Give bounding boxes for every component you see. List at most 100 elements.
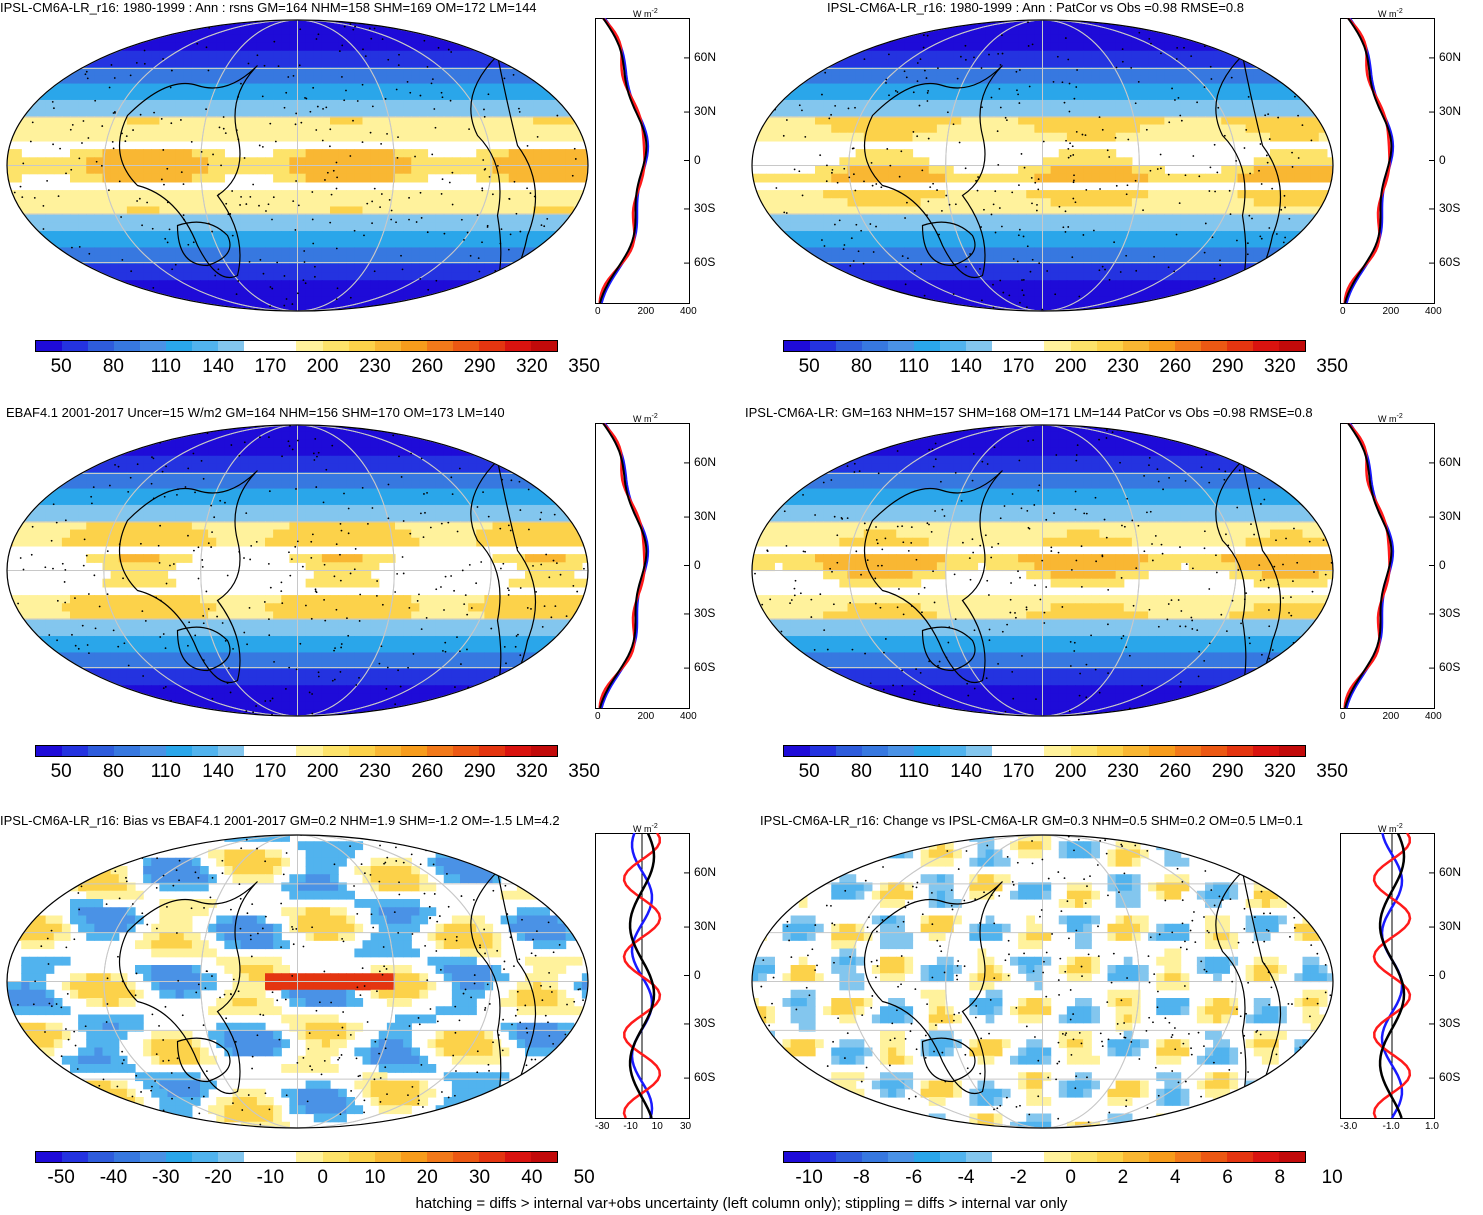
colorbar-swatch bbox=[1044, 746, 1071, 756]
colorbar-label: -6 bbox=[905, 1167, 923, 1188]
panel-title: EBAF4.1 2001-2017 Uncer=15 W/m2 GM=164 N… bbox=[6, 405, 505, 420]
colorbar-label: 230 bbox=[359, 761, 391, 782]
profile-units: W m-2 bbox=[633, 823, 658, 834]
colorbar-swatch bbox=[1018, 341, 1045, 351]
colorbar-label: -4 bbox=[957, 1167, 975, 1188]
colorbar-label: 50 bbox=[573, 1167, 595, 1188]
colorbar-swatch bbox=[966, 746, 993, 756]
colorbar-swatch bbox=[426, 746, 453, 756]
colorbar-swatch bbox=[114, 341, 141, 351]
profile-x-tick: -10 bbox=[623, 1121, 638, 1132]
colorbar-swatch bbox=[940, 341, 967, 351]
profile-x-tick: 1.0 bbox=[1425, 1121, 1439, 1132]
profile-lat-label: 60S bbox=[1439, 660, 1461, 675]
colorbar-swatch bbox=[1200, 341, 1227, 351]
colorbar-label: 230 bbox=[1107, 761, 1139, 782]
profile-units: W m-2 bbox=[1378, 413, 1403, 424]
colorbar-swatch bbox=[270, 341, 297, 351]
profile-units: W m-2 bbox=[633, 8, 658, 19]
colorbar-swatch bbox=[784, 746, 811, 756]
colorbar-swatch bbox=[1044, 1152, 1071, 1162]
colorbar-swatch bbox=[452, 746, 479, 756]
profile-units-base: W m bbox=[633, 824, 652, 834]
colorbar-swatch bbox=[322, 341, 349, 351]
colorbar-label: 20 bbox=[416, 1167, 438, 1188]
colorbar-label: 350 bbox=[1316, 761, 1348, 782]
profile-lat-label: 0 bbox=[1439, 557, 1446, 572]
panel-bias-vs-ebaf: IPSL-CM6A-LR_r16: Bias vs EBAF4.1 2001-2… bbox=[0, 813, 716, 1193]
colorbar-swatch bbox=[1096, 746, 1123, 756]
colorbar-label: 110 bbox=[150, 761, 181, 782]
colorbar-swatch bbox=[810, 341, 837, 351]
profile-x-tick: 30 bbox=[680, 1121, 692, 1132]
colorbar-label: 350 bbox=[568, 761, 600, 782]
profile-lat-label: 30N bbox=[1439, 509, 1462, 524]
profile-x-tick: -3.0 bbox=[1340, 1121, 1358, 1132]
colorbar-swatch bbox=[862, 341, 889, 351]
colorbar-swatch bbox=[88, 1152, 115, 1162]
colorbar-swatch bbox=[218, 341, 245, 351]
colorbar-label: 320 bbox=[515, 761, 548, 782]
colorbar: 50 80 110 140 170 200 230 260 290 320 350 bbox=[783, 745, 1348, 785]
colorbar-swatch bbox=[888, 746, 915, 756]
colorbar: 50 80 110 140 170 200 230 260 290 320 350 bbox=[783, 340, 1348, 380]
colorbar-swatch bbox=[374, 1152, 401, 1162]
colorbar-swatch bbox=[940, 1152, 967, 1162]
colorbar-swatch bbox=[374, 341, 401, 351]
colorbar-swatch bbox=[296, 341, 323, 351]
colorbar-swatch bbox=[1122, 1152, 1149, 1162]
colorbar-swatch bbox=[452, 1152, 479, 1162]
robinson-map bbox=[6, 19, 589, 312]
zonal-mean-profile bbox=[595, 18, 690, 304]
colorbar-swatch bbox=[478, 1152, 505, 1162]
colorbar-swatch bbox=[88, 341, 115, 351]
colorbar-swatch bbox=[36, 1152, 63, 1162]
colorbar-label: 30 bbox=[468, 1167, 491, 1188]
colorbar-swatch bbox=[218, 746, 245, 756]
colorbar-swatch bbox=[1070, 341, 1097, 351]
profile-units-exponent: -2 bbox=[651, 413, 658, 420]
profile-lat-label: 60S bbox=[1439, 255, 1461, 270]
colorbar-swatch bbox=[296, 1152, 323, 1162]
profile-x-tick: 200 bbox=[1382, 306, 1400, 317]
profile-lat-label: 60N bbox=[1439, 49, 1462, 64]
colorbar-label: -30 bbox=[152, 1167, 180, 1188]
colorbar-label: 290 bbox=[463, 356, 496, 377]
colorbar-swatch bbox=[914, 746, 941, 756]
colorbar-swatch bbox=[1148, 341, 1175, 351]
colorbar: 50 80 110 140 170 200 230 260 290 320 350 bbox=[35, 340, 600, 380]
profile-lat-label: 30N bbox=[694, 509, 717, 524]
colorbar-swatches bbox=[35, 340, 558, 352]
colorbar-swatches bbox=[783, 1151, 1306, 1163]
colorbar-label: 320 bbox=[1263, 356, 1296, 377]
colorbar-label: 320 bbox=[515, 356, 548, 377]
profile-x-tick: 200 bbox=[1382, 711, 1400, 722]
colorbar-swatch bbox=[36, 341, 63, 351]
colorbar-label: 260 bbox=[411, 356, 444, 377]
profile-lat-label: 30S bbox=[1439, 200, 1461, 215]
colorbar-label: 290 bbox=[1211, 356, 1244, 377]
colorbar-swatch bbox=[992, 746, 1019, 756]
colorbar-label: 80 bbox=[102, 356, 125, 377]
colorbar-swatch bbox=[426, 1152, 453, 1162]
colorbar-swatch bbox=[62, 341, 89, 351]
profile-lat-label: 60N bbox=[694, 864, 717, 879]
colorbar-label: 140 bbox=[202, 761, 234, 782]
robinson-map bbox=[751, 834, 1334, 1129]
panel-title: IPSL-CM6A-LR_r16: 1980-1999 : Ann : rsns… bbox=[0, 0, 537, 15]
colorbar-swatch bbox=[1200, 746, 1227, 756]
colorbar-swatch bbox=[244, 1152, 271, 1162]
colorbar-swatch bbox=[1018, 746, 1045, 756]
colorbar-swatch bbox=[348, 1152, 375, 1162]
profile-lat-label: 30N bbox=[1439, 919, 1462, 934]
colorbar-swatch bbox=[1200, 1152, 1227, 1162]
colorbar-swatch bbox=[348, 341, 375, 351]
colorbar-swatch bbox=[1096, 1152, 1123, 1162]
panel-change-vs-ensemble: IPSL-CM6A-LR_r16: Change vs IPSL-CM6A-LR… bbox=[745, 813, 1483, 1193]
colorbar-label: 110 bbox=[898, 356, 929, 377]
profile-lat-label: 0 bbox=[694, 967, 701, 982]
colorbar-label: 50 bbox=[798, 356, 820, 377]
colorbar-label: 80 bbox=[102, 761, 125, 782]
colorbar-swatch bbox=[426, 341, 453, 351]
colorbar-swatch bbox=[504, 341, 531, 351]
